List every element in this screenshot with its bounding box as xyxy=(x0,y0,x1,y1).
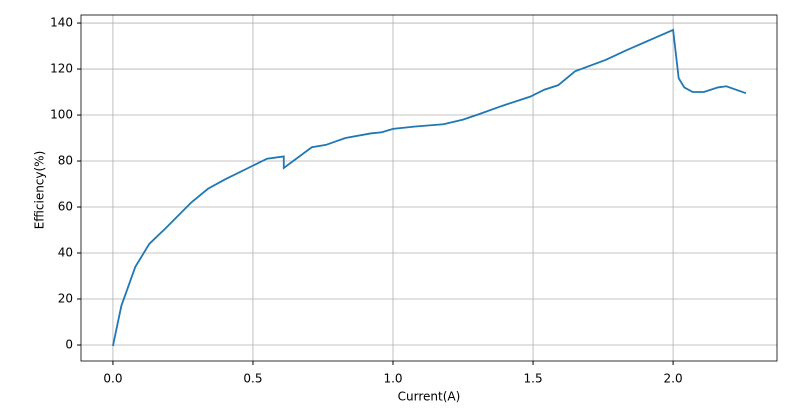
y-tick-label: 20 xyxy=(58,292,73,306)
y-tick-label: 40 xyxy=(58,246,73,260)
y-tick-label: 120 xyxy=(50,62,73,76)
y-tick-label: 0 xyxy=(65,337,73,351)
y-tick-label: 80 xyxy=(58,154,73,168)
x-tick-label: 0.5 xyxy=(243,372,262,386)
x-tick-label: 0.0 xyxy=(103,372,122,386)
y-tick-label: 60 xyxy=(58,200,73,214)
plot-frame xyxy=(80,14,778,362)
x-tick-label: 1.0 xyxy=(383,372,402,386)
x-tick-label: 1.5 xyxy=(524,372,543,386)
y-tick-label: 140 xyxy=(50,16,73,30)
x-tick-label: 2.0 xyxy=(664,372,683,386)
y-axis-label: Efficiency(%) xyxy=(33,151,47,230)
data-line xyxy=(112,28,747,347)
y-tick-label: 100 xyxy=(50,108,73,122)
x-axis-label: Current(A) xyxy=(398,390,461,404)
